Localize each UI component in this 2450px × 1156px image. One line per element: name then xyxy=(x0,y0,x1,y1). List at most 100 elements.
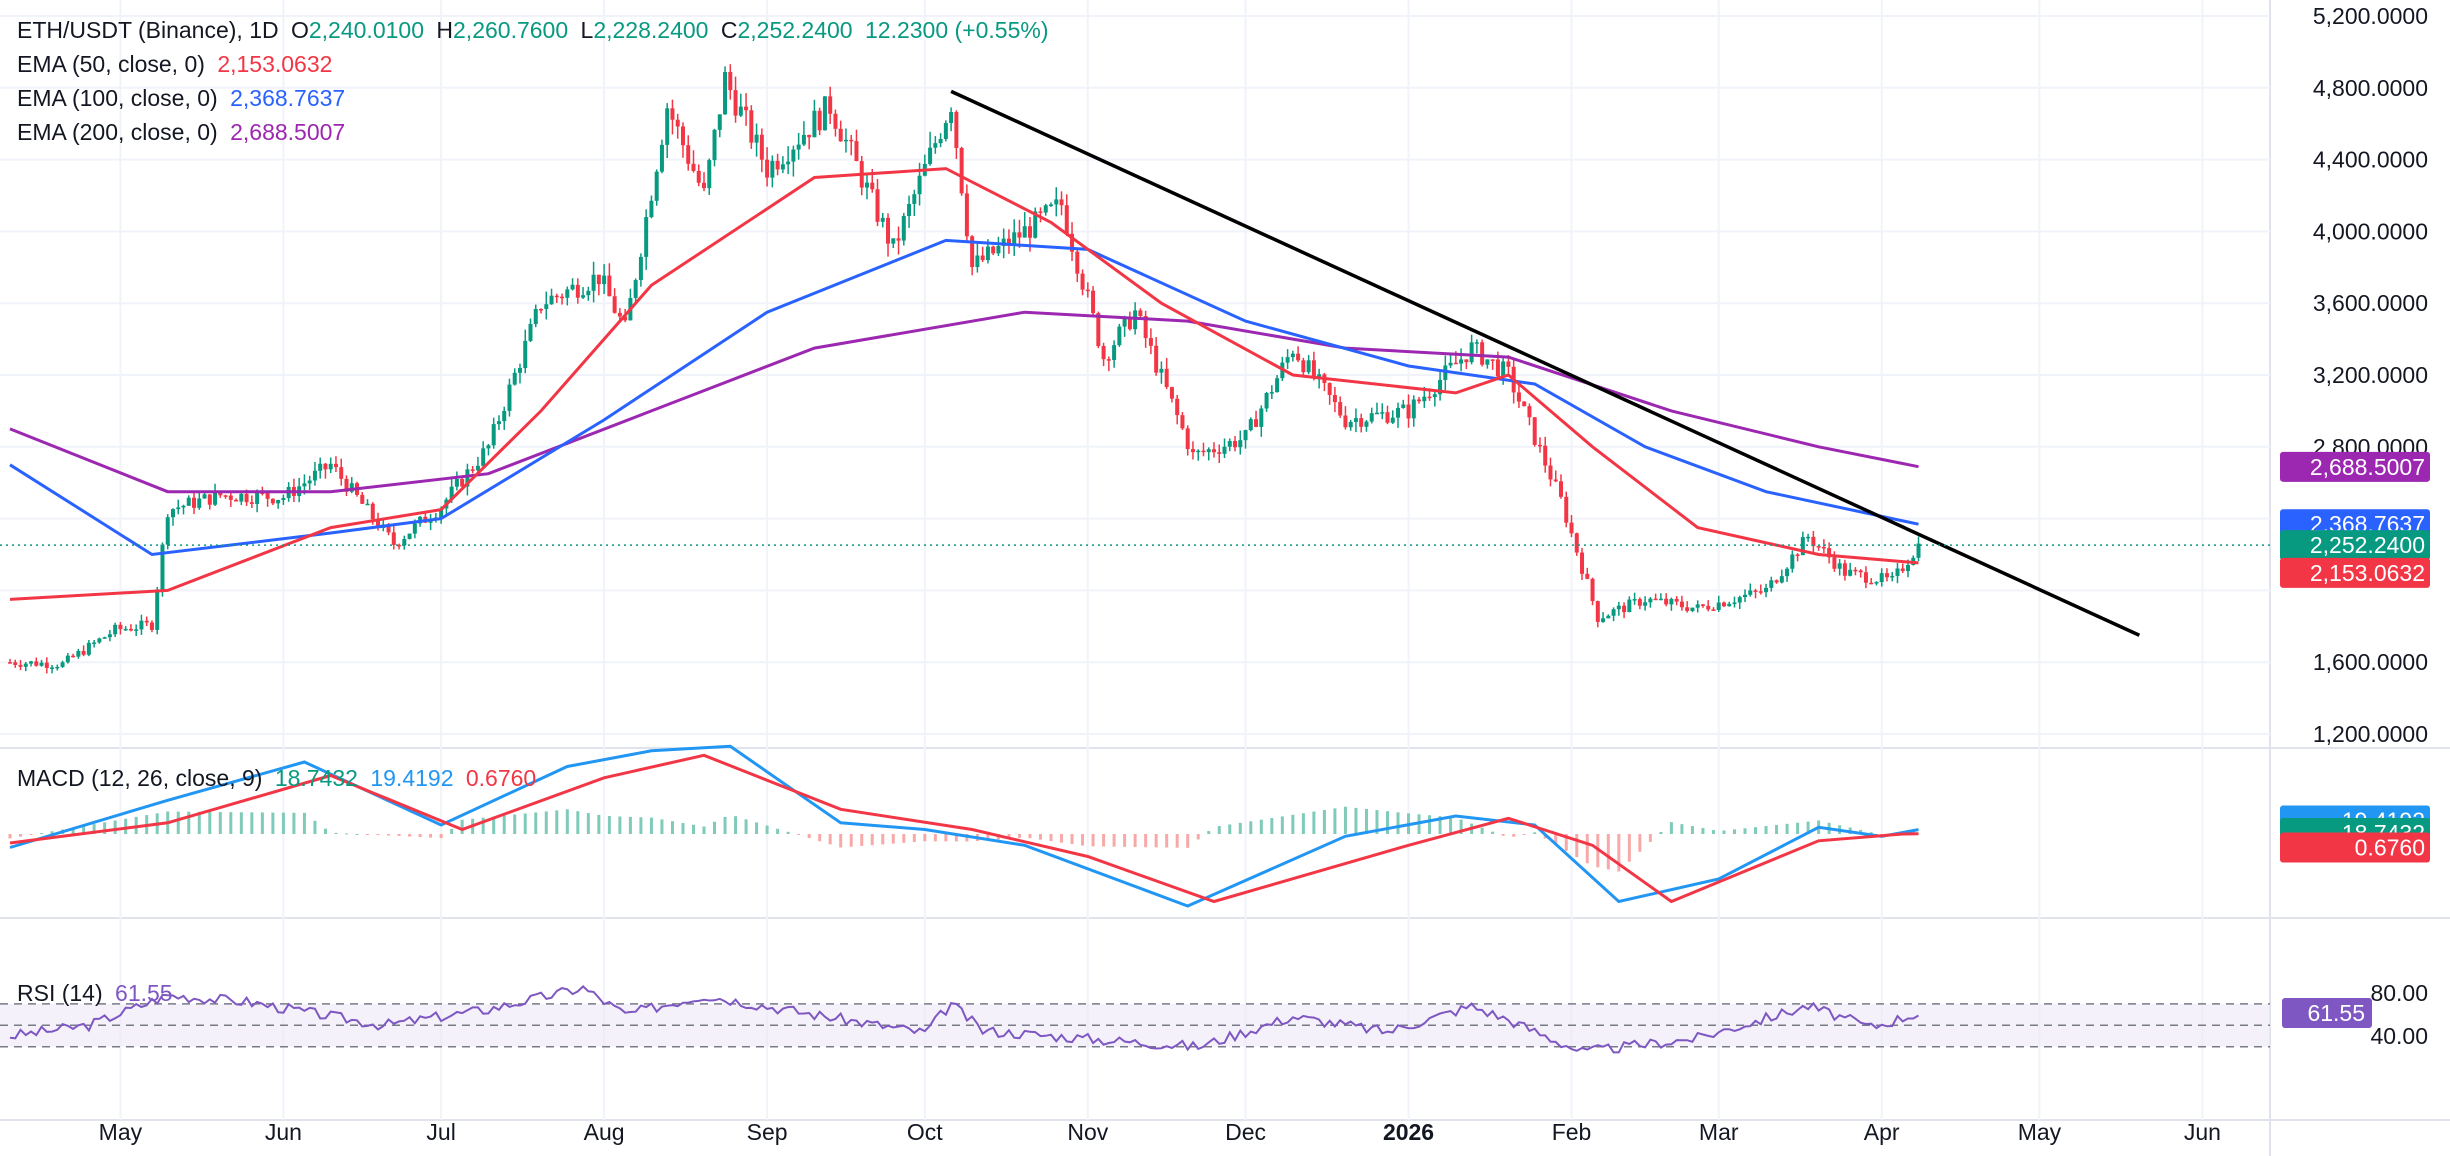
candle-body xyxy=(943,123,948,140)
macd-hist-bar xyxy=(1743,828,1747,834)
candle-body xyxy=(1106,359,1111,361)
candle-body xyxy=(649,200,654,218)
macd-hist-bar xyxy=(1480,827,1484,834)
macd-hist-bar xyxy=(1312,811,1316,834)
macd-hist-bar xyxy=(313,820,317,834)
candle-body xyxy=(1606,615,1611,619)
candle-body xyxy=(633,280,638,298)
candle-body xyxy=(192,497,197,508)
rsi-tick-label: 80.00 xyxy=(2370,980,2428,1006)
candle-body xyxy=(517,368,522,373)
candle-body xyxy=(1401,404,1406,408)
price-tick-label: 3,200.0000 xyxy=(2313,362,2428,388)
candle-body xyxy=(586,290,591,296)
candle-body xyxy=(786,161,791,165)
x-tick-label: Nov xyxy=(1067,1119,1108,1145)
macd-hist-bar xyxy=(344,833,348,835)
candle-body xyxy=(554,295,559,298)
macd-hist-bar xyxy=(1186,834,1190,848)
candle-body xyxy=(1311,360,1316,378)
candle-body xyxy=(1837,563,1842,569)
macd-hist-bar xyxy=(744,819,748,834)
candle-body xyxy=(1343,415,1348,428)
candle-body xyxy=(407,533,412,539)
candle-body xyxy=(1296,353,1301,361)
candle-body xyxy=(680,126,685,146)
candle-body xyxy=(780,164,785,170)
candle-body xyxy=(964,193,969,237)
ema200-value: 2,688.5007 xyxy=(230,119,346,145)
candle-body xyxy=(1643,602,1648,606)
macd-hist-bar xyxy=(19,834,23,837)
candle-body xyxy=(1201,450,1206,453)
candle-body xyxy=(644,217,649,257)
candle-body xyxy=(8,662,12,664)
candle-body xyxy=(1064,205,1069,234)
macd-hist-bar xyxy=(1207,831,1211,834)
candle-body xyxy=(896,238,901,241)
candle-body xyxy=(302,483,307,487)
macd-hist-bar xyxy=(870,834,874,846)
candle-body xyxy=(549,295,554,305)
candle-body xyxy=(1269,392,1274,394)
candle-body xyxy=(723,71,728,115)
candle-body xyxy=(1133,310,1138,330)
candle-body xyxy=(1753,590,1758,592)
candle-body xyxy=(528,324,533,341)
candle-body xyxy=(949,112,954,124)
candle-body xyxy=(838,128,843,142)
macd-hist-bar xyxy=(723,816,727,834)
candle-body xyxy=(1721,602,1726,607)
candle-body xyxy=(1438,379,1443,395)
candle-body xyxy=(465,469,470,487)
candle-body xyxy=(97,638,102,643)
macd-hist-bar xyxy=(1343,806,1347,834)
candle-body xyxy=(1548,465,1553,480)
candle-body xyxy=(1059,199,1064,206)
candle-body xyxy=(1385,412,1390,423)
candle-body xyxy=(1485,359,1490,365)
candle-body xyxy=(265,493,270,499)
macd-hist-bar xyxy=(1796,822,1800,834)
macd-hist-bar xyxy=(639,817,643,834)
candle-body xyxy=(581,295,586,298)
rsi-badge-bg xyxy=(2282,997,2372,1028)
candle-body xyxy=(218,491,223,496)
candle-body xyxy=(13,662,18,665)
macd-hist-bar xyxy=(50,831,54,834)
candle-body xyxy=(1558,481,1563,497)
candle-body xyxy=(996,245,1001,254)
macd-hist-bar xyxy=(460,819,464,834)
candle-body xyxy=(1474,342,1479,344)
rsi-badge: 61.55 xyxy=(2307,1000,2365,1026)
macd-hist-bar xyxy=(1364,808,1368,834)
candle-body xyxy=(828,96,833,114)
candle-body xyxy=(502,410,507,422)
candle-body xyxy=(1522,401,1527,407)
macd-hist-bar xyxy=(397,834,401,837)
candle-body xyxy=(60,662,65,667)
candle-body xyxy=(491,424,496,446)
candle-body xyxy=(1338,402,1343,416)
candle-body xyxy=(18,664,23,667)
ema50-line xyxy=(9,167,1919,601)
x-tick-label: Jun xyxy=(2184,1119,2221,1145)
candle-body xyxy=(39,662,44,666)
candle-body xyxy=(707,160,712,189)
macd-hist-bar xyxy=(82,825,86,834)
candle-body xyxy=(1196,450,1201,453)
candle-body xyxy=(870,182,875,190)
macd-hist-bar xyxy=(523,813,527,834)
macd-hist-bar xyxy=(576,811,580,834)
candle-body xyxy=(1275,378,1280,393)
candle-body xyxy=(1895,568,1900,576)
candle-body xyxy=(1811,536,1816,547)
candle-body xyxy=(759,134,764,160)
candle-body xyxy=(365,503,370,506)
last-price-badge: 2,252.2400 xyxy=(2310,532,2425,558)
candle-body xyxy=(1138,310,1143,317)
candle-body xyxy=(638,256,643,281)
candle-body xyxy=(1764,587,1769,593)
candle-body xyxy=(912,194,917,204)
